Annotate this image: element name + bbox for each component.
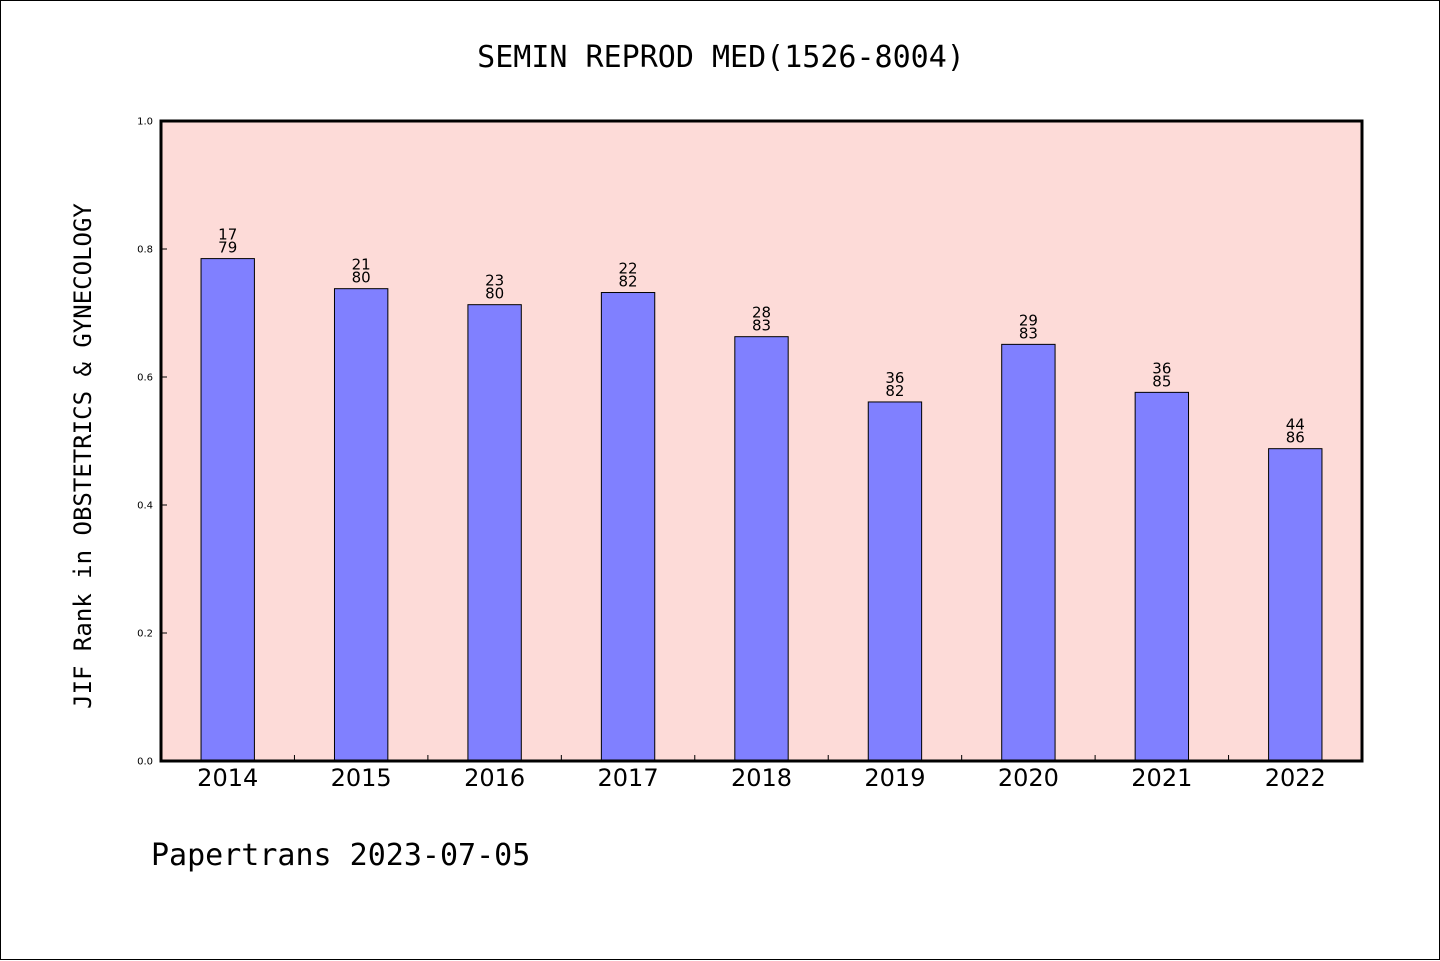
- bar-total-label: 82: [885, 382, 904, 400]
- bar-2018: [734, 336, 789, 762]
- bar-rank-label: 21: [352, 256, 371, 274]
- bar-total-label: 80: [352, 269, 371, 287]
- x-tick-label: 2020: [998, 764, 1059, 792]
- y-tick-label: 1.0: [137, 117, 153, 128]
- bar-total-label: 83: [752, 317, 771, 335]
- bar-2015: [333, 288, 389, 762]
- x-tick-label: 2021: [1131, 764, 1192, 792]
- bar-rank-label: 23: [485, 272, 504, 290]
- bar-2022: [1268, 448, 1323, 762]
- bar-2016: [467, 304, 522, 762]
- bar-rank-label: 36: [1152, 359, 1171, 377]
- y-axis-label: JIF Rank in OBSTETRICS & GYNECOLOGY: [69, 203, 97, 709]
- x-tick-label: 2022: [1265, 764, 1326, 792]
- y-tick-label: 0.0: [137, 757, 153, 768]
- y-tick-label: 0.8: [137, 245, 153, 256]
- x-tick-label: 2019: [864, 764, 925, 792]
- chart-title: SEMIN REPROD MED(1526-8004): [477, 40, 965, 75]
- bar-2014: [200, 258, 255, 762]
- bar-total-label: 80: [485, 285, 504, 303]
- bar-rank-label: 17: [218, 226, 237, 244]
- x-axis-ticks: 2014 2015 2016 2017 2018 2019 2020 2021 2022: [197, 755, 1326, 792]
- x-tick-label: 2016: [464, 764, 525, 792]
- x-tick-label: 2015: [331, 764, 392, 792]
- bar-rank-label: 28: [752, 304, 771, 322]
- bar-rank-label: 29: [1019, 311, 1038, 329]
- bar-2019: [867, 401, 923, 762]
- bar-2021: [1134, 391, 1190, 762]
- x-tick-label: 2014: [197, 764, 258, 792]
- y-tick-label: 0.4: [137, 501, 153, 512]
- bar-total-label: 83: [1019, 324, 1038, 342]
- x-tick-label: 2018: [731, 764, 792, 792]
- bar-total-label: 82: [619, 273, 638, 291]
- y-tick-label: 0.2: [137, 629, 153, 640]
- bar-rank-label: 36: [885, 369, 904, 387]
- bar-total-label: 86: [1286, 429, 1305, 447]
- x-tick-label: 2017: [598, 764, 659, 792]
- bar-total-label: 85: [1152, 372, 1171, 390]
- bar-total-label: 79: [218, 239, 237, 257]
- bar-rank-label: 22: [619, 260, 638, 278]
- bar-2020: [1001, 343, 1056, 762]
- footer-stamp: Papertrans 2023-07-05: [151, 838, 530, 873]
- y-tick-label: 0.6: [137, 373, 153, 384]
- bar-2017: [600, 292, 656, 762]
- bar-rank-label: 44: [1286, 416, 1305, 434]
- bars-layer: [200, 258, 1323, 762]
- plot-border: [159, 119, 1364, 763]
